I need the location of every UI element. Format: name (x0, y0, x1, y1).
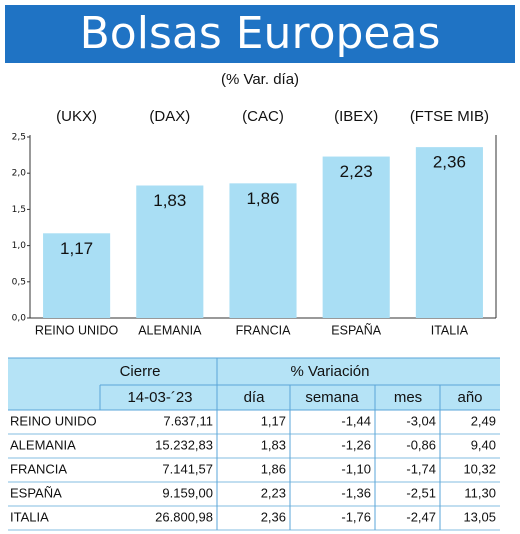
table-cell: 2,49 (471, 413, 496, 428)
table-header: Cierre (120, 363, 161, 380)
value-label: 2,23 (340, 162, 373, 181)
x-tick-label: REINO UNIDO (35, 323, 119, 337)
y-tick-label: 1,5 (12, 205, 26, 215)
ticker-label: (CAC) (242, 108, 284, 125)
table-cell: -2,51 (406, 485, 436, 500)
x-tick-label: ESPAÑA (331, 323, 381, 337)
table-cell: -1,74 (406, 461, 436, 476)
bar (322, 156, 390, 318)
ticker-label: (DAX) (149, 108, 190, 125)
value-label: 1,86 (246, 189, 279, 208)
table-cell: ITALIA (10, 509, 49, 524)
chart-subtitle: (% Var. día) (221, 71, 299, 88)
table-cell: FRANCIA (10, 461, 67, 476)
table-cell: 26.800,98 (155, 509, 213, 524)
table-cell: 11,30 (464, 485, 496, 500)
table-cell: -3,04 (406, 413, 436, 428)
table-subheader: día (244, 389, 266, 406)
table-cell: 7.637,11 (163, 413, 213, 428)
table-cell: 9.159,00 (162, 485, 213, 500)
x-tick-label: FRANCIA (236, 323, 292, 337)
ticker-label: (IBEX) (334, 108, 378, 125)
table-cell: ALEMANIA (10, 437, 76, 452)
value-label: 1,17 (60, 239, 93, 258)
table-cell: ESPAÑA (10, 485, 62, 500)
ticker-label: (UKX) (56, 108, 97, 125)
table-cell: -1,36 (341, 485, 371, 500)
value-label: 1,83 (153, 191, 186, 210)
chart-title: Bolsas Europeas (80, 8, 441, 59)
table-cell: 1,17 (261, 413, 286, 428)
table-subheader: mes (394, 389, 422, 406)
table-cell: REINO UNIDO (10, 413, 97, 428)
table-cell: -1,26 (341, 437, 371, 452)
y-tick-label: 0,0 (12, 314, 27, 324)
table-subheader: año (457, 389, 482, 406)
table-cell: 1,83 (261, 437, 286, 452)
table-cell: 15.232,83 (155, 437, 213, 452)
table-cell: -2,47 (406, 509, 436, 524)
value-label: 2,36 (433, 153, 466, 172)
y-tick-label: 2,0 (12, 169, 27, 179)
title-banner (5, 5, 515, 63)
x-tick-label: ITALIA (431, 323, 469, 337)
table-cell: -1,10 (341, 461, 371, 476)
table-cell: 9,40 (471, 437, 496, 452)
x-tick-label: ALEMANIA (138, 323, 202, 337)
table-cell: 13,05 (463, 509, 496, 524)
table-cell: 7.141,57 (162, 461, 213, 476)
table-header: % Variación (291, 363, 370, 380)
y-tick-label: 0,5 (12, 277, 26, 287)
table-subheader: 14-03-´23 (127, 389, 192, 406)
table-cell: 10,32 (463, 461, 496, 476)
bar (229, 183, 297, 318)
y-tick-label: 1,0 (12, 241, 27, 251)
table-cell: 1,86 (261, 461, 286, 476)
bar (136, 185, 204, 318)
table-header-bg (8, 358, 500, 410)
y-tick-label: 2,5 (12, 133, 26, 143)
table-subheader: semana (305, 389, 359, 406)
table-cell: -0,86 (406, 437, 436, 452)
table-cell: 2,36 (261, 509, 286, 524)
table-cell: -1,44 (341, 413, 371, 428)
bar (43, 233, 111, 318)
table-cell: -1,76 (341, 509, 371, 524)
bar (415, 147, 483, 318)
table-cell: 2,23 (261, 485, 286, 500)
ticker-label: (FTSE MIB) (410, 108, 489, 125)
